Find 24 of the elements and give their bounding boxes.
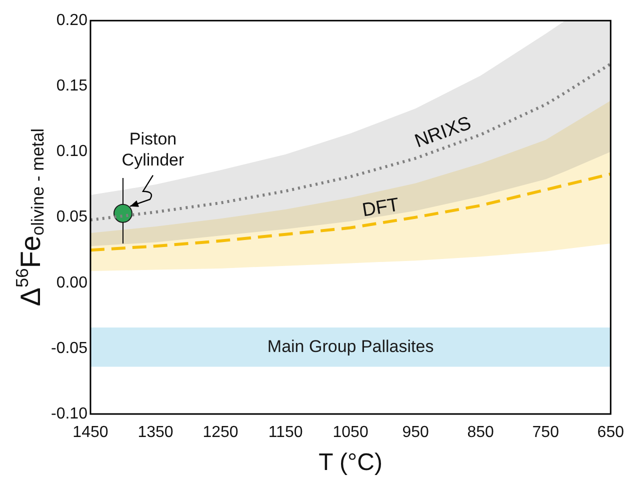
x-tick-label: 850 [467, 424, 494, 442]
line-series [90, 62, 611, 222]
x-axis-title: T (°C) [318, 449, 382, 476]
y-tick-label: 0.15 [56, 78, 88, 95]
x-tick-label: 650 [597, 424, 624, 442]
annotation: Piston Cylinder [122, 130, 184, 170]
y-tick-label: 0.00 [56, 274, 88, 292]
x-tick-label: 1150 [268, 424, 303, 442]
x-tick-label: 1050 [332, 424, 368, 442]
y-tick-label: 0.10 [56, 143, 88, 160]
x-tick-label: 1450 [72, 424, 108, 442]
x-tick-label: 950 [402, 424, 430, 442]
y-tick-label: 0.20 [56, 12, 88, 30]
y-tick-label: -0.05 [51, 340, 88, 357]
x-tick-label: 1250 [202, 424, 238, 442]
text: DFT [360, 194, 402, 222]
text: NRIXS [412, 112, 474, 152]
y-tick-label: 0.05 [56, 208, 88, 226]
band-label: Main Group Pallasites [267, 336, 434, 356]
x-tick-label: 1350 [138, 424, 174, 442]
x-tick-label: 750 [532, 424, 560, 442]
y-axis-title: Δ56Feolivine - metal [12, 128, 48, 306]
y-tick-label: -0.10 [51, 405, 88, 422]
line-series [90, 172, 611, 252]
